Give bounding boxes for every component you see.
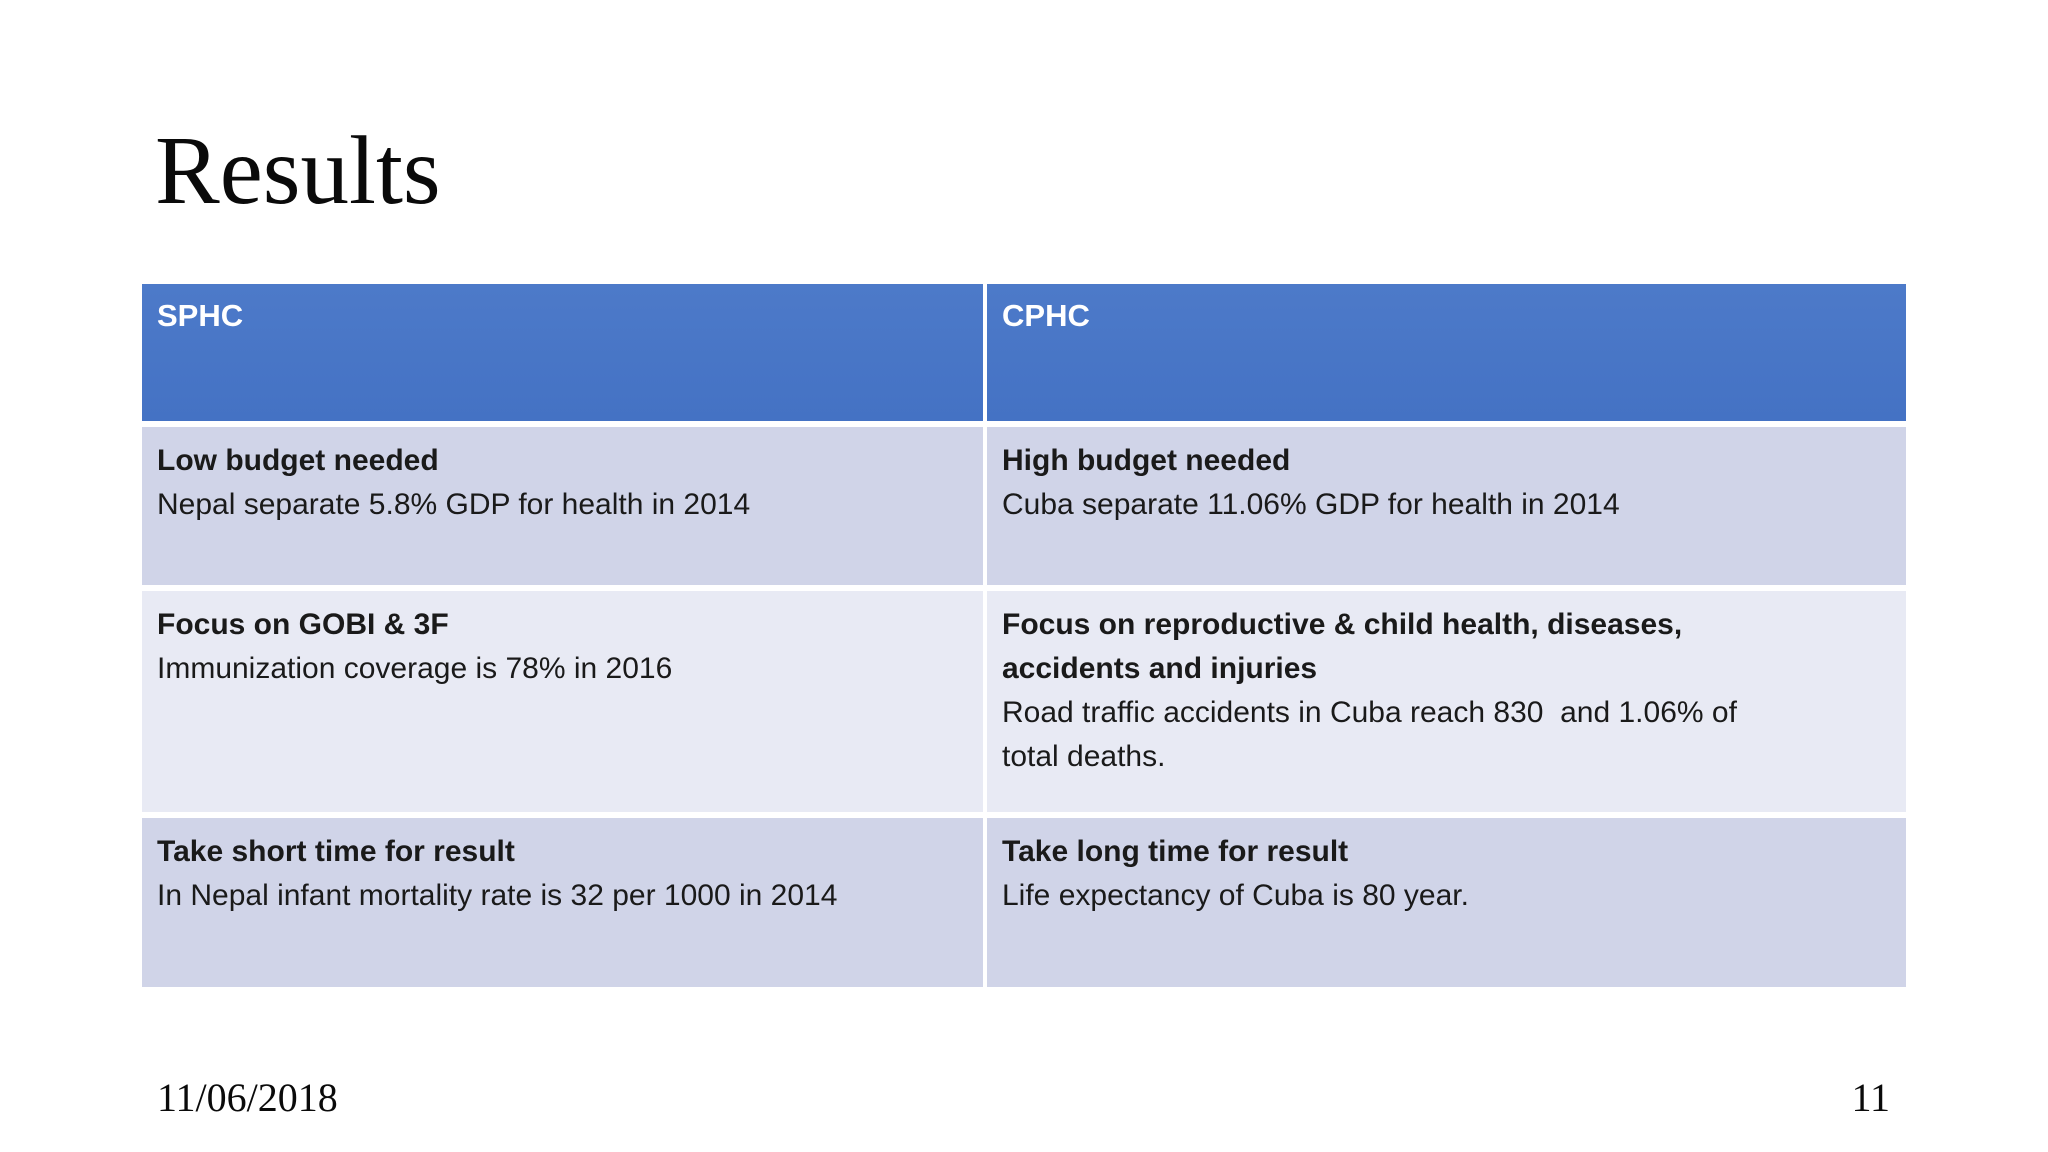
column-header-cphc: CPHC [987,284,1906,421]
table-cell-budget-cphc: High budget needed Cuba separate 11.06% … [987,427,1906,585]
footer-date: 11/06/2018 [157,1075,338,1120]
cell-body: Cuba separate 11.06% GDP for health in 2… [1002,488,1620,521]
column-header-cphc-label: CPHC [1002,298,1090,333]
page-number: 11 [1851,1075,1890,1120]
table-cell-time-sphc: Take short time for result In Nepal infa… [142,818,983,987]
cell-body: In Nepal infant mortality rate is 32 per… [157,879,838,912]
table-cell-focus-cphc: Focus on reproductive & child health, di… [987,591,1906,812]
comparison-table: SPHC CPHC Low budget needed Nepal separa… [142,284,1906,987]
cell-heading: Low budget needed [157,444,439,477]
cell-heading: Take short time for result [157,835,515,868]
cell-body: Road traffic accidents in Cuba reach 830… [1002,696,1737,773]
table-cell-time-cphc: Take long time for result Life expectanc… [987,818,1906,987]
table-cell-budget-sphc: Low budget needed Nepal separate 5.8% GD… [142,427,983,585]
slide-title: Results [155,117,441,224]
cell-body: Life expectancy of Cuba is 80 year. [1002,879,1469,912]
column-header-sphc: SPHC [142,284,983,421]
cell-heading: Focus on GOBI & 3F [157,608,449,641]
cell-heading: High budget needed [1002,444,1291,477]
cell-heading: Focus on reproductive & child health, di… [1002,608,1683,685]
column-header-sphc-label: SPHC [157,298,244,333]
cell-body: Immunization coverage is 78% in 2016 [157,652,673,685]
cell-heading: Take long time for result [1002,835,1349,868]
table-cell-focus-sphc: Focus on GOBI & 3F Immunization coverage… [142,591,983,812]
cell-body: Nepal separate 5.8% GDP for health in 20… [157,488,751,521]
